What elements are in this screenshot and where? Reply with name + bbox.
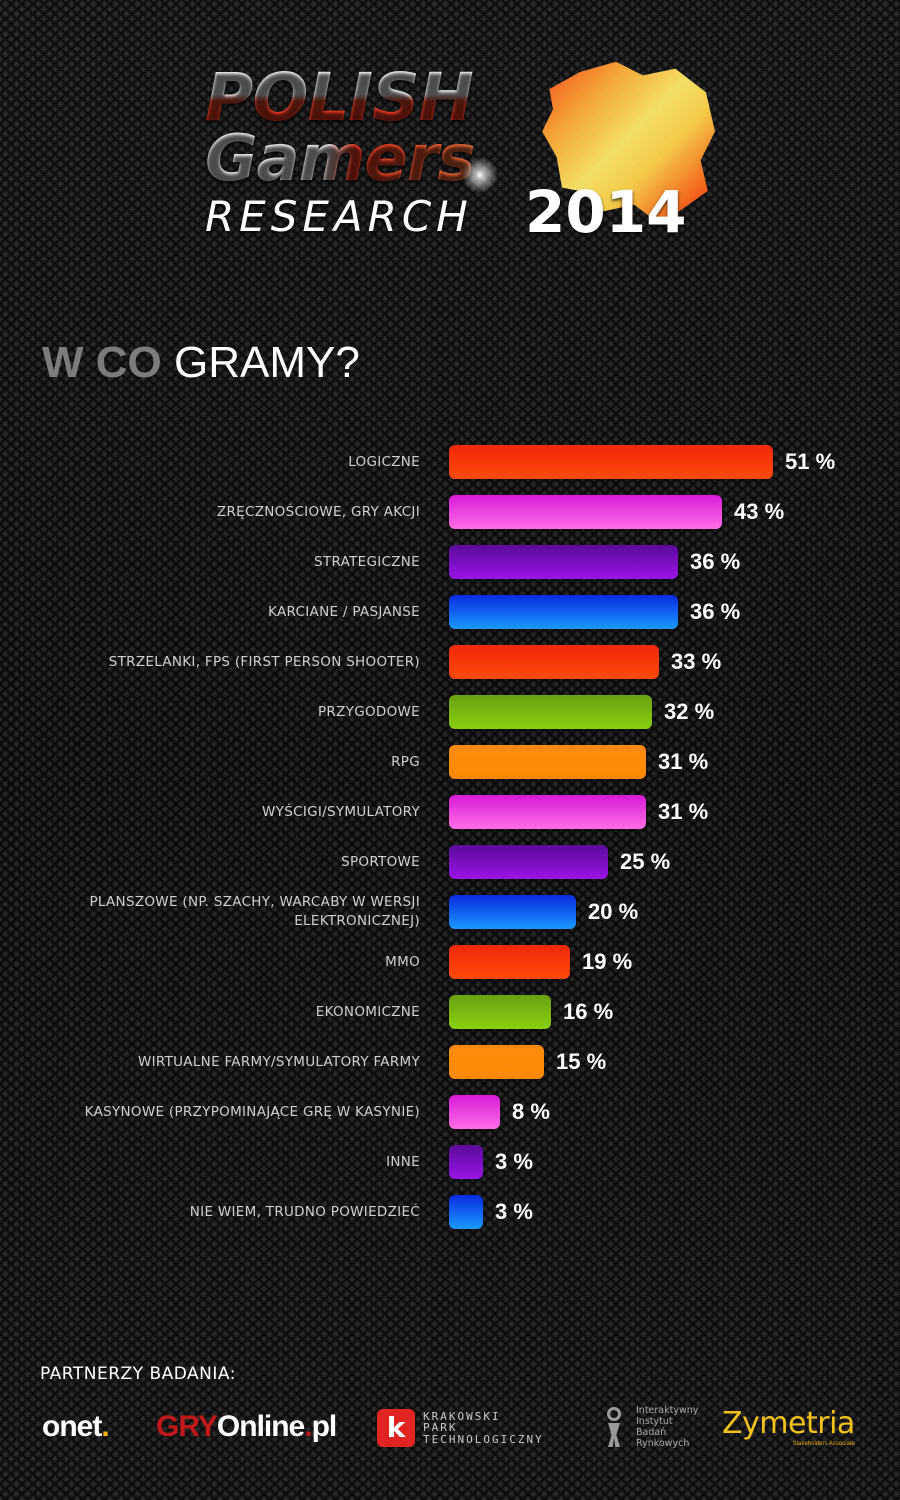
chart-row: Wirtualne farmy/symulatory farmy 15 % bbox=[0, 1045, 900, 1079]
gryonline-online: Online bbox=[216, 1410, 305, 1443]
value-label: 25 % bbox=[620, 849, 671, 874]
chart-row: Wyścigi/symulatory 31 % bbox=[0, 795, 900, 829]
zymetria-subtitle: Stakeholders Associate bbox=[792, 1441, 855, 1447]
iibr-line4: Rynkowych bbox=[636, 1438, 690, 1449]
category-label: Sportowe bbox=[341, 853, 420, 870]
category-label: Wyścigi/symulatory bbox=[262, 803, 420, 820]
bar bbox=[449, 745, 646, 779]
chart-row: Przygodowe 32 % bbox=[0, 695, 900, 729]
chart-row: Ekonomiczne 16 % bbox=[0, 995, 900, 1029]
logo-polish: POLISH bbox=[205, 59, 474, 136]
chart-row: Logiczne 51 % bbox=[0, 445, 900, 479]
category-label: Logiczne bbox=[348, 453, 420, 470]
value-label: 3 % bbox=[495, 1199, 533, 1224]
logo-research: RESEARCH bbox=[205, 192, 473, 241]
value-label: 36 % bbox=[690, 599, 741, 624]
bar bbox=[449, 795, 646, 829]
chart-row: RPG 31 % bbox=[0, 745, 900, 779]
iibr-line3: Badań bbox=[636, 1427, 667, 1438]
onet-name: onet bbox=[42, 1410, 102, 1443]
bar bbox=[449, 695, 652, 729]
partner-onet-logo: onet. bbox=[42, 1410, 110, 1444]
category-label: MMO bbox=[385, 953, 420, 970]
bar bbox=[449, 1045, 544, 1079]
partner-kpt-logo: k Krakowski Park Technologiczny bbox=[377, 1409, 544, 1447]
kpt-text: Krakowski Park Technologiczny bbox=[423, 1411, 544, 1446]
chart-row: Sportowe 25 % bbox=[0, 845, 900, 879]
value-label: 15 % bbox=[556, 1049, 607, 1074]
value-label: 19 % bbox=[582, 949, 633, 974]
kpt-line3: Technologiczny bbox=[423, 1432, 544, 1446]
category-label: Inne bbox=[386, 1153, 420, 1170]
bar bbox=[449, 595, 678, 629]
gryonline-gry: GRY bbox=[156, 1410, 218, 1443]
bar bbox=[449, 895, 576, 929]
polish-gamers-research-logo: POLISH Gamers RESEARCH 2014 bbox=[205, 55, 725, 245]
value-label: 36 % bbox=[690, 549, 741, 574]
gryonline-dot: . bbox=[304, 1410, 312, 1443]
bar bbox=[449, 445, 773, 479]
partner-gryonline-logo: GRYOnline.pl bbox=[156, 1410, 338, 1444]
value-label: 8 % bbox=[512, 1099, 550, 1124]
category-label: Planszowe (np. szachy, warcaby w wersji … bbox=[89, 894, 420, 929]
bar bbox=[449, 845, 608, 879]
chart-row: Kasynowe (przypominające grę w kasynie) 8… bbox=[0, 1095, 900, 1129]
onet-dot: . bbox=[101, 1410, 109, 1443]
chart-row: Karciane / pasjanse 36 % bbox=[0, 595, 900, 629]
partner-iibr-logo: Interaktywny Instytut Badań Rynkowych bbox=[602, 1405, 698, 1449]
partner-zymetria-logo: Zymetria Stakeholders Associate bbox=[722, 1406, 855, 1448]
category-label: Zręcznościowe, gry akcji bbox=[216, 503, 420, 520]
value-label: 3 % bbox=[495, 1149, 533, 1174]
bar bbox=[449, 545, 678, 579]
kpt-line2: Park bbox=[423, 1421, 458, 1435]
chart-title-muted: W CO bbox=[42, 338, 162, 387]
category-label: strzelanki, FPS (First Person Shooter) bbox=[108, 653, 420, 670]
bar bbox=[449, 1095, 500, 1129]
category-label: Nie wiem, trudno powiedzieć bbox=[189, 1203, 420, 1220]
value-label: 31 % bbox=[658, 799, 709, 824]
chart-title: W CO GRAMY? bbox=[42, 338, 360, 388]
bar bbox=[449, 495, 722, 529]
value-label: 16 % bbox=[563, 999, 614, 1024]
iibr-line1: Interaktywny bbox=[636, 1405, 699, 1416]
category-label: RPG bbox=[391, 753, 420, 770]
value-label: 31 % bbox=[658, 749, 709, 774]
chart-row: Zręcznościowe, gry akcji 43 % bbox=[0, 495, 900, 529]
bar bbox=[449, 995, 551, 1029]
category-label: Ekonomiczne bbox=[315, 1003, 420, 1020]
logo-year: 2014 bbox=[525, 178, 687, 246]
iibr-line2: Instytut bbox=[636, 1416, 673, 1427]
iibr-text: Interaktywny Instytut Badań Rynkowych bbox=[636, 1405, 698, 1449]
bar bbox=[449, 645, 659, 679]
logo-gamers: Gamers bbox=[205, 122, 475, 196]
value-label: 20 % bbox=[588, 899, 639, 924]
gryonline-tld: pl bbox=[311, 1410, 338, 1443]
bar bbox=[449, 1195, 483, 1229]
category-label: Wirtualne farmy/symulatory farmy bbox=[137, 1053, 420, 1070]
value-label: 32 % bbox=[664, 699, 715, 724]
kpt-k-icon: k bbox=[377, 1409, 415, 1447]
chart-row: Planszowe (np. szachy, warcaby w wersji … bbox=[0, 894, 900, 929]
value-label: 33 % bbox=[671, 649, 722, 674]
value-label: 43 % bbox=[734, 499, 785, 524]
value-label: 51 % bbox=[785, 449, 836, 474]
chart-title-bright: GRAMY? bbox=[174, 338, 360, 387]
zymetria-name: Zymetria bbox=[722, 1406, 855, 1441]
chart-row: Strategiczne 36 % bbox=[0, 545, 900, 579]
partners-title: Partnerzy badania: bbox=[40, 1364, 236, 1384]
chart-row: Nie wiem, trudno powiedzieć 3 % bbox=[0, 1195, 900, 1229]
category-label: Przygodowe bbox=[317, 703, 420, 720]
bar bbox=[449, 945, 570, 979]
chart-row: Inne 3 % bbox=[0, 1145, 900, 1179]
chart-row: strzelanki, FPS (First Person Shooter) 33… bbox=[0, 645, 900, 679]
category-label: Karciane / pasjanse bbox=[268, 603, 420, 620]
chart-row: MMO 19 % bbox=[0, 945, 900, 979]
lens-flare-icon bbox=[460, 155, 500, 195]
category-label: Kasynowe (przypominające grę w kasynie) bbox=[84, 1103, 420, 1120]
bar bbox=[449, 1145, 483, 1179]
kpt-line1: Krakowski bbox=[423, 1409, 501, 1423]
person-figure-icon bbox=[602, 1405, 626, 1449]
category-label: Strategiczne bbox=[314, 553, 420, 570]
